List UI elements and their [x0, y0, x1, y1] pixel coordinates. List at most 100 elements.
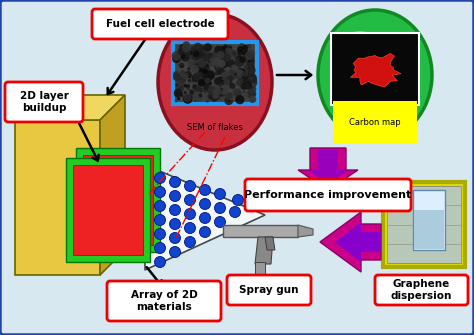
- Circle shape: [184, 208, 195, 219]
- Circle shape: [223, 76, 232, 85]
- Circle shape: [186, 52, 193, 58]
- Circle shape: [212, 57, 222, 67]
- Circle shape: [207, 90, 217, 100]
- Circle shape: [242, 45, 248, 51]
- Circle shape: [221, 74, 228, 80]
- FancyBboxPatch shape: [383, 182, 465, 267]
- Circle shape: [239, 56, 246, 63]
- Circle shape: [207, 53, 213, 58]
- Circle shape: [247, 44, 251, 49]
- Circle shape: [247, 67, 251, 71]
- Circle shape: [244, 68, 249, 73]
- Circle shape: [191, 94, 195, 98]
- Circle shape: [236, 80, 242, 86]
- Circle shape: [228, 70, 237, 80]
- Circle shape: [237, 46, 244, 53]
- Circle shape: [189, 75, 191, 78]
- Circle shape: [247, 89, 256, 98]
- Circle shape: [215, 94, 219, 99]
- Circle shape: [223, 44, 228, 49]
- Circle shape: [233, 195, 244, 205]
- Circle shape: [190, 74, 192, 76]
- Polygon shape: [350, 54, 401, 87]
- Circle shape: [188, 79, 191, 82]
- Circle shape: [201, 77, 210, 85]
- Circle shape: [183, 45, 193, 54]
- Circle shape: [202, 69, 208, 74]
- Circle shape: [201, 54, 203, 56]
- Circle shape: [180, 53, 185, 59]
- Circle shape: [172, 51, 181, 61]
- Ellipse shape: [318, 10, 432, 140]
- Circle shape: [244, 83, 250, 88]
- Circle shape: [204, 78, 210, 84]
- Circle shape: [205, 88, 208, 91]
- Circle shape: [199, 93, 202, 97]
- Circle shape: [243, 92, 248, 98]
- Circle shape: [243, 50, 250, 57]
- FancyBboxPatch shape: [223, 225, 298, 237]
- Circle shape: [203, 49, 209, 55]
- Circle shape: [216, 76, 225, 86]
- Circle shape: [224, 96, 233, 105]
- Circle shape: [184, 72, 188, 75]
- Circle shape: [177, 48, 184, 55]
- Circle shape: [155, 214, 165, 225]
- Circle shape: [218, 77, 224, 84]
- Circle shape: [206, 99, 209, 103]
- Circle shape: [237, 87, 242, 93]
- Circle shape: [225, 47, 231, 54]
- Circle shape: [215, 189, 226, 200]
- Circle shape: [212, 87, 218, 93]
- Circle shape: [179, 62, 184, 68]
- Circle shape: [192, 83, 200, 90]
- Circle shape: [229, 83, 236, 89]
- Circle shape: [193, 71, 202, 80]
- Circle shape: [232, 63, 238, 69]
- Circle shape: [233, 52, 238, 56]
- Polygon shape: [320, 212, 381, 272]
- Circle shape: [198, 79, 206, 87]
- Circle shape: [223, 84, 230, 92]
- Circle shape: [252, 83, 255, 86]
- Circle shape: [184, 181, 195, 192]
- Circle shape: [242, 71, 248, 77]
- Circle shape: [196, 62, 202, 69]
- Circle shape: [188, 59, 197, 68]
- Polygon shape: [255, 237, 273, 264]
- Circle shape: [191, 46, 198, 53]
- Circle shape: [233, 52, 240, 60]
- Circle shape: [229, 50, 233, 53]
- Circle shape: [231, 64, 238, 71]
- Circle shape: [236, 98, 239, 102]
- Circle shape: [188, 63, 191, 67]
- Circle shape: [226, 54, 235, 63]
- Circle shape: [215, 71, 219, 76]
- Circle shape: [217, 92, 226, 101]
- Text: Fuel cell electrode: Fuel cell electrode: [106, 19, 214, 29]
- Circle shape: [155, 173, 165, 184]
- FancyBboxPatch shape: [331, 33, 419, 105]
- Circle shape: [224, 53, 231, 60]
- Circle shape: [235, 95, 245, 104]
- Circle shape: [178, 75, 184, 81]
- Circle shape: [245, 82, 252, 89]
- Circle shape: [207, 53, 213, 59]
- Circle shape: [232, 50, 240, 58]
- Circle shape: [236, 56, 243, 63]
- Circle shape: [184, 73, 188, 78]
- Circle shape: [179, 44, 187, 51]
- Circle shape: [228, 98, 231, 101]
- Circle shape: [216, 62, 223, 69]
- Circle shape: [182, 41, 190, 49]
- Circle shape: [189, 59, 194, 64]
- Circle shape: [193, 63, 200, 70]
- Circle shape: [222, 61, 225, 64]
- Circle shape: [221, 90, 226, 95]
- Circle shape: [221, 46, 225, 50]
- Circle shape: [249, 96, 256, 103]
- Circle shape: [217, 71, 221, 75]
- Circle shape: [200, 226, 210, 238]
- Polygon shape: [335, 222, 381, 262]
- Circle shape: [187, 67, 191, 71]
